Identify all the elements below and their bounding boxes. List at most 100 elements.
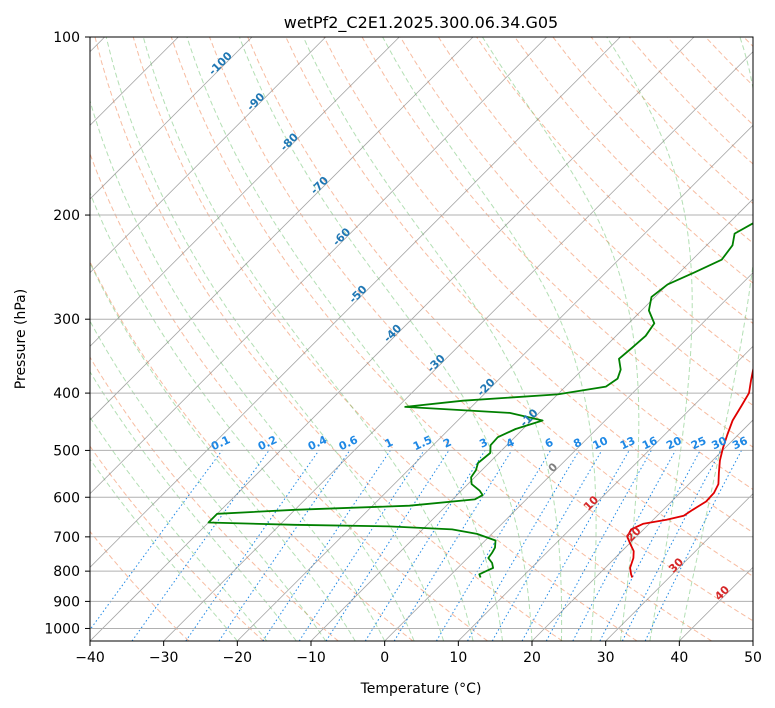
- mixing-ratio-line: [545, 450, 652, 641]
- mixing-ratio-line: [325, 450, 450, 641]
- isotherm-label: -60: [330, 225, 353, 248]
- mixing-ratio-line: [298, 450, 425, 641]
- isotherm-label: -70: [308, 174, 331, 197]
- isotherm-label: -10: [517, 406, 540, 429]
- y-tick-label: 800: [53, 564, 80, 580]
- y-tick-label: 700: [53, 530, 80, 546]
- moist-adiabat: [90, 320, 327, 641]
- isotherm-line: [90, 37, 400, 347]
- mixing-ratio-label: 10: [591, 434, 611, 452]
- mixing-ratio-line: [185, 450, 320, 641]
- moist-adiabat: [382, 37, 597, 641]
- isotherm-label: -80: [278, 130, 301, 153]
- temperature-line: [626, 365, 753, 578]
- x-tick-label: 50: [744, 650, 762, 666]
- dry-adiabat: [285, 37, 753, 534]
- isotherm-line: [605, 493, 753, 641]
- x-tick-label: −40: [75, 650, 105, 666]
- x-tick-label: 0: [380, 650, 389, 666]
- dry-adiabat: [94, 37, 563, 641]
- mixing-ratio-line: [218, 450, 351, 641]
- mixing-ratio-line: [621, 450, 722, 641]
- mixing-ratio-label: 20: [664, 434, 684, 452]
- mixing-ratio-label: 16: [640, 434, 660, 452]
- chart-title: wetPf2_C2E1.2025.300.06.34.G05: [284, 13, 558, 33]
- y-tick-label: 200: [53, 208, 80, 224]
- moist-adiabat: [105, 37, 445, 641]
- mixing-ratio-line: [599, 450, 701, 641]
- isotherm-label: -40: [381, 321, 404, 344]
- pressure-grid: [90, 37, 753, 629]
- dry-adiabat: [590, 37, 753, 205]
- dry-adiabat: [209, 37, 753, 622]
- isotherm-line: [90, 37, 474, 421]
- dry-adiabat: [743, 37, 753, 48]
- isotherm-line: [531, 419, 753, 641]
- x-tick-label: 30: [597, 650, 615, 666]
- background-lines: [90, 37, 753, 641]
- isotherm-line: [310, 198, 753, 641]
- mixing-ratio-line: [572, 450, 676, 641]
- moist-adiabat: [238, 37, 533, 641]
- mixing-ratio-label: 6: [543, 436, 556, 451]
- moist-adiabat: [142, 37, 474, 641]
- dry-adiabat: [437, 37, 753, 365]
- mixing-ratio-label: 36: [730, 434, 750, 452]
- x-tick-label: 10: [449, 650, 467, 666]
- dry-adiabat: [399, 37, 753, 407]
- dry-adiabat: [705, 37, 753, 87]
- dry-adiabat: [90, 445, 264, 641]
- moist-adiabat: [90, 191, 386, 641]
- isotherm-label: -50: [346, 283, 369, 306]
- isotherm-line: [90, 37, 326, 274]
- dry-adiabat: [90, 152, 488, 641]
- y-tick-label: 1000: [44, 621, 80, 637]
- mixing-ratio-label: 30: [710, 434, 730, 452]
- mixing-ratio-line: [393, 450, 513, 641]
- mixing-ratio-line: [521, 450, 630, 641]
- moist-adiabat: [90, 261, 356, 641]
- x-tick-label: 40: [670, 650, 688, 666]
- isotherm-line: [752, 640, 753, 641]
- mixing-ratio-label: 4: [504, 436, 517, 451]
- y-tick-label: 300: [53, 312, 80, 328]
- isotherm-line: [679, 566, 753, 641]
- isotherm-line: [163, 51, 753, 641]
- dry-adiabat: [90, 530, 190, 641]
- isotherm-line: [384, 272, 753, 641]
- dry-adiabat: [323, 37, 753, 491]
- moist-adiabat: [481, 37, 640, 641]
- dry-adiabat: [667, 37, 753, 126]
- mixing-ratio-label: 13: [618, 434, 637, 452]
- mixing-ratio-line: [90, 450, 223, 631]
- dry-adiabat: [514, 37, 753, 284]
- dry-adiabat: [170, 37, 712, 641]
- x-axis: −40 −30 −20 −10 0 10 20 30 40 50: [75, 641, 762, 666]
- isotherm-label: 30: [666, 555, 686, 575]
- mixing-ratio-label: 1: [383, 436, 395, 451]
- y-axis-label: Pressure (hPa): [13, 289, 29, 389]
- mixing-ratio-line: [262, 450, 391, 641]
- y-tick-label: 600: [53, 490, 80, 506]
- isotherm-line: [237, 124, 753, 641]
- isotherm-label: -30: [425, 352, 448, 375]
- x-tick-label: −30: [149, 650, 179, 666]
- dry-adiabat: [90, 260, 414, 641]
- isotherm-label: -100: [206, 49, 235, 78]
- x-tick-label: −20: [223, 650, 253, 666]
- isotherm-line: [90, 37, 695, 641]
- dry-adiabat: [361, 37, 753, 448]
- mixing-ratio-label: 25: [689, 434, 708, 452]
- dry-adiabat: [247, 37, 753, 577]
- moist-adiabat: [302, 37, 563, 641]
- x-tick-label: 20: [523, 650, 541, 666]
- x-axis-label: Temperature (°C): [360, 681, 482, 697]
- isotherm-line: [458, 345, 753, 641]
- moist-adiabat: [90, 416, 268, 641]
- isotherm-line: [90, 37, 621, 568]
- moist-adiabat: [606, 37, 693, 641]
- mixing-ratio-line: [467, 450, 580, 641]
- dry-adiabat: [132, 37, 638, 641]
- isotherm-label: 40: [712, 583, 732, 603]
